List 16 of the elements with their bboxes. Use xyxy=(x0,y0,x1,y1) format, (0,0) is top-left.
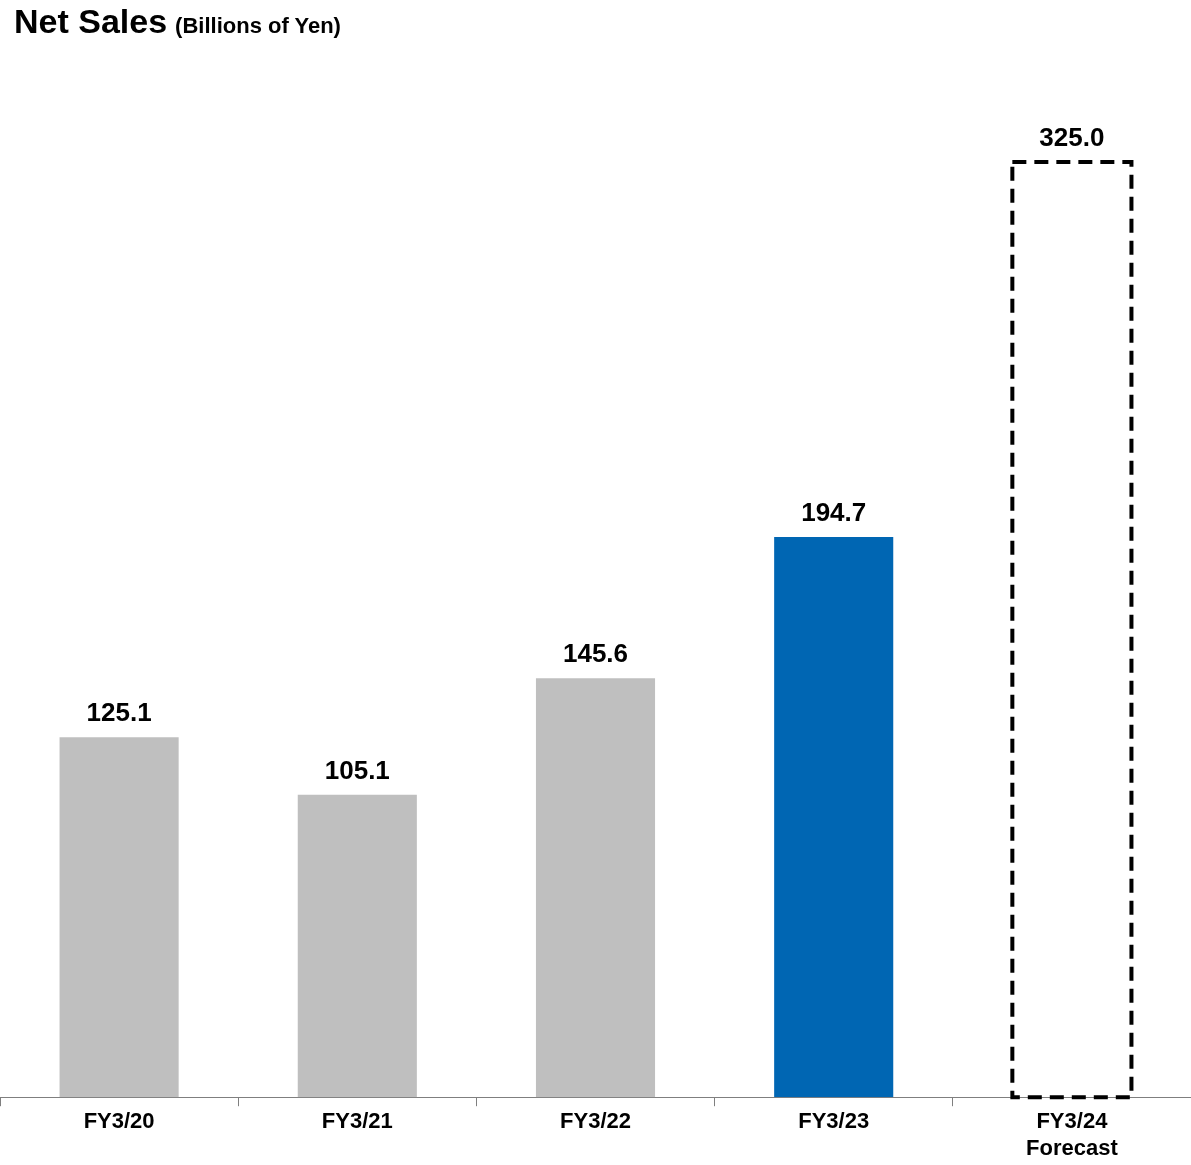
x-tick-label: FY3/21 xyxy=(321,1108,393,1134)
x-tick-label: FY3/22 xyxy=(560,1108,631,1134)
x-tick-label: FY3/20 xyxy=(83,1108,155,1134)
data-label: 325.0 xyxy=(1039,122,1105,153)
x-tick-label: FY3/24 Forecast xyxy=(1026,1108,1119,1160)
bar xyxy=(297,794,417,1098)
data-label: 145.6 xyxy=(562,638,629,669)
chart-title: Net Sales xyxy=(14,2,168,40)
chart-subtitle: (Billions of Yen) xyxy=(175,13,341,38)
bar xyxy=(535,678,656,1098)
data-label: 125.1 xyxy=(86,697,152,728)
data-label: 105.1 xyxy=(324,754,390,785)
bar xyxy=(774,536,894,1098)
data-label: 194.7 xyxy=(801,497,867,528)
bar xyxy=(59,737,179,1098)
x-tick-label: FY3/23 xyxy=(798,1108,870,1134)
